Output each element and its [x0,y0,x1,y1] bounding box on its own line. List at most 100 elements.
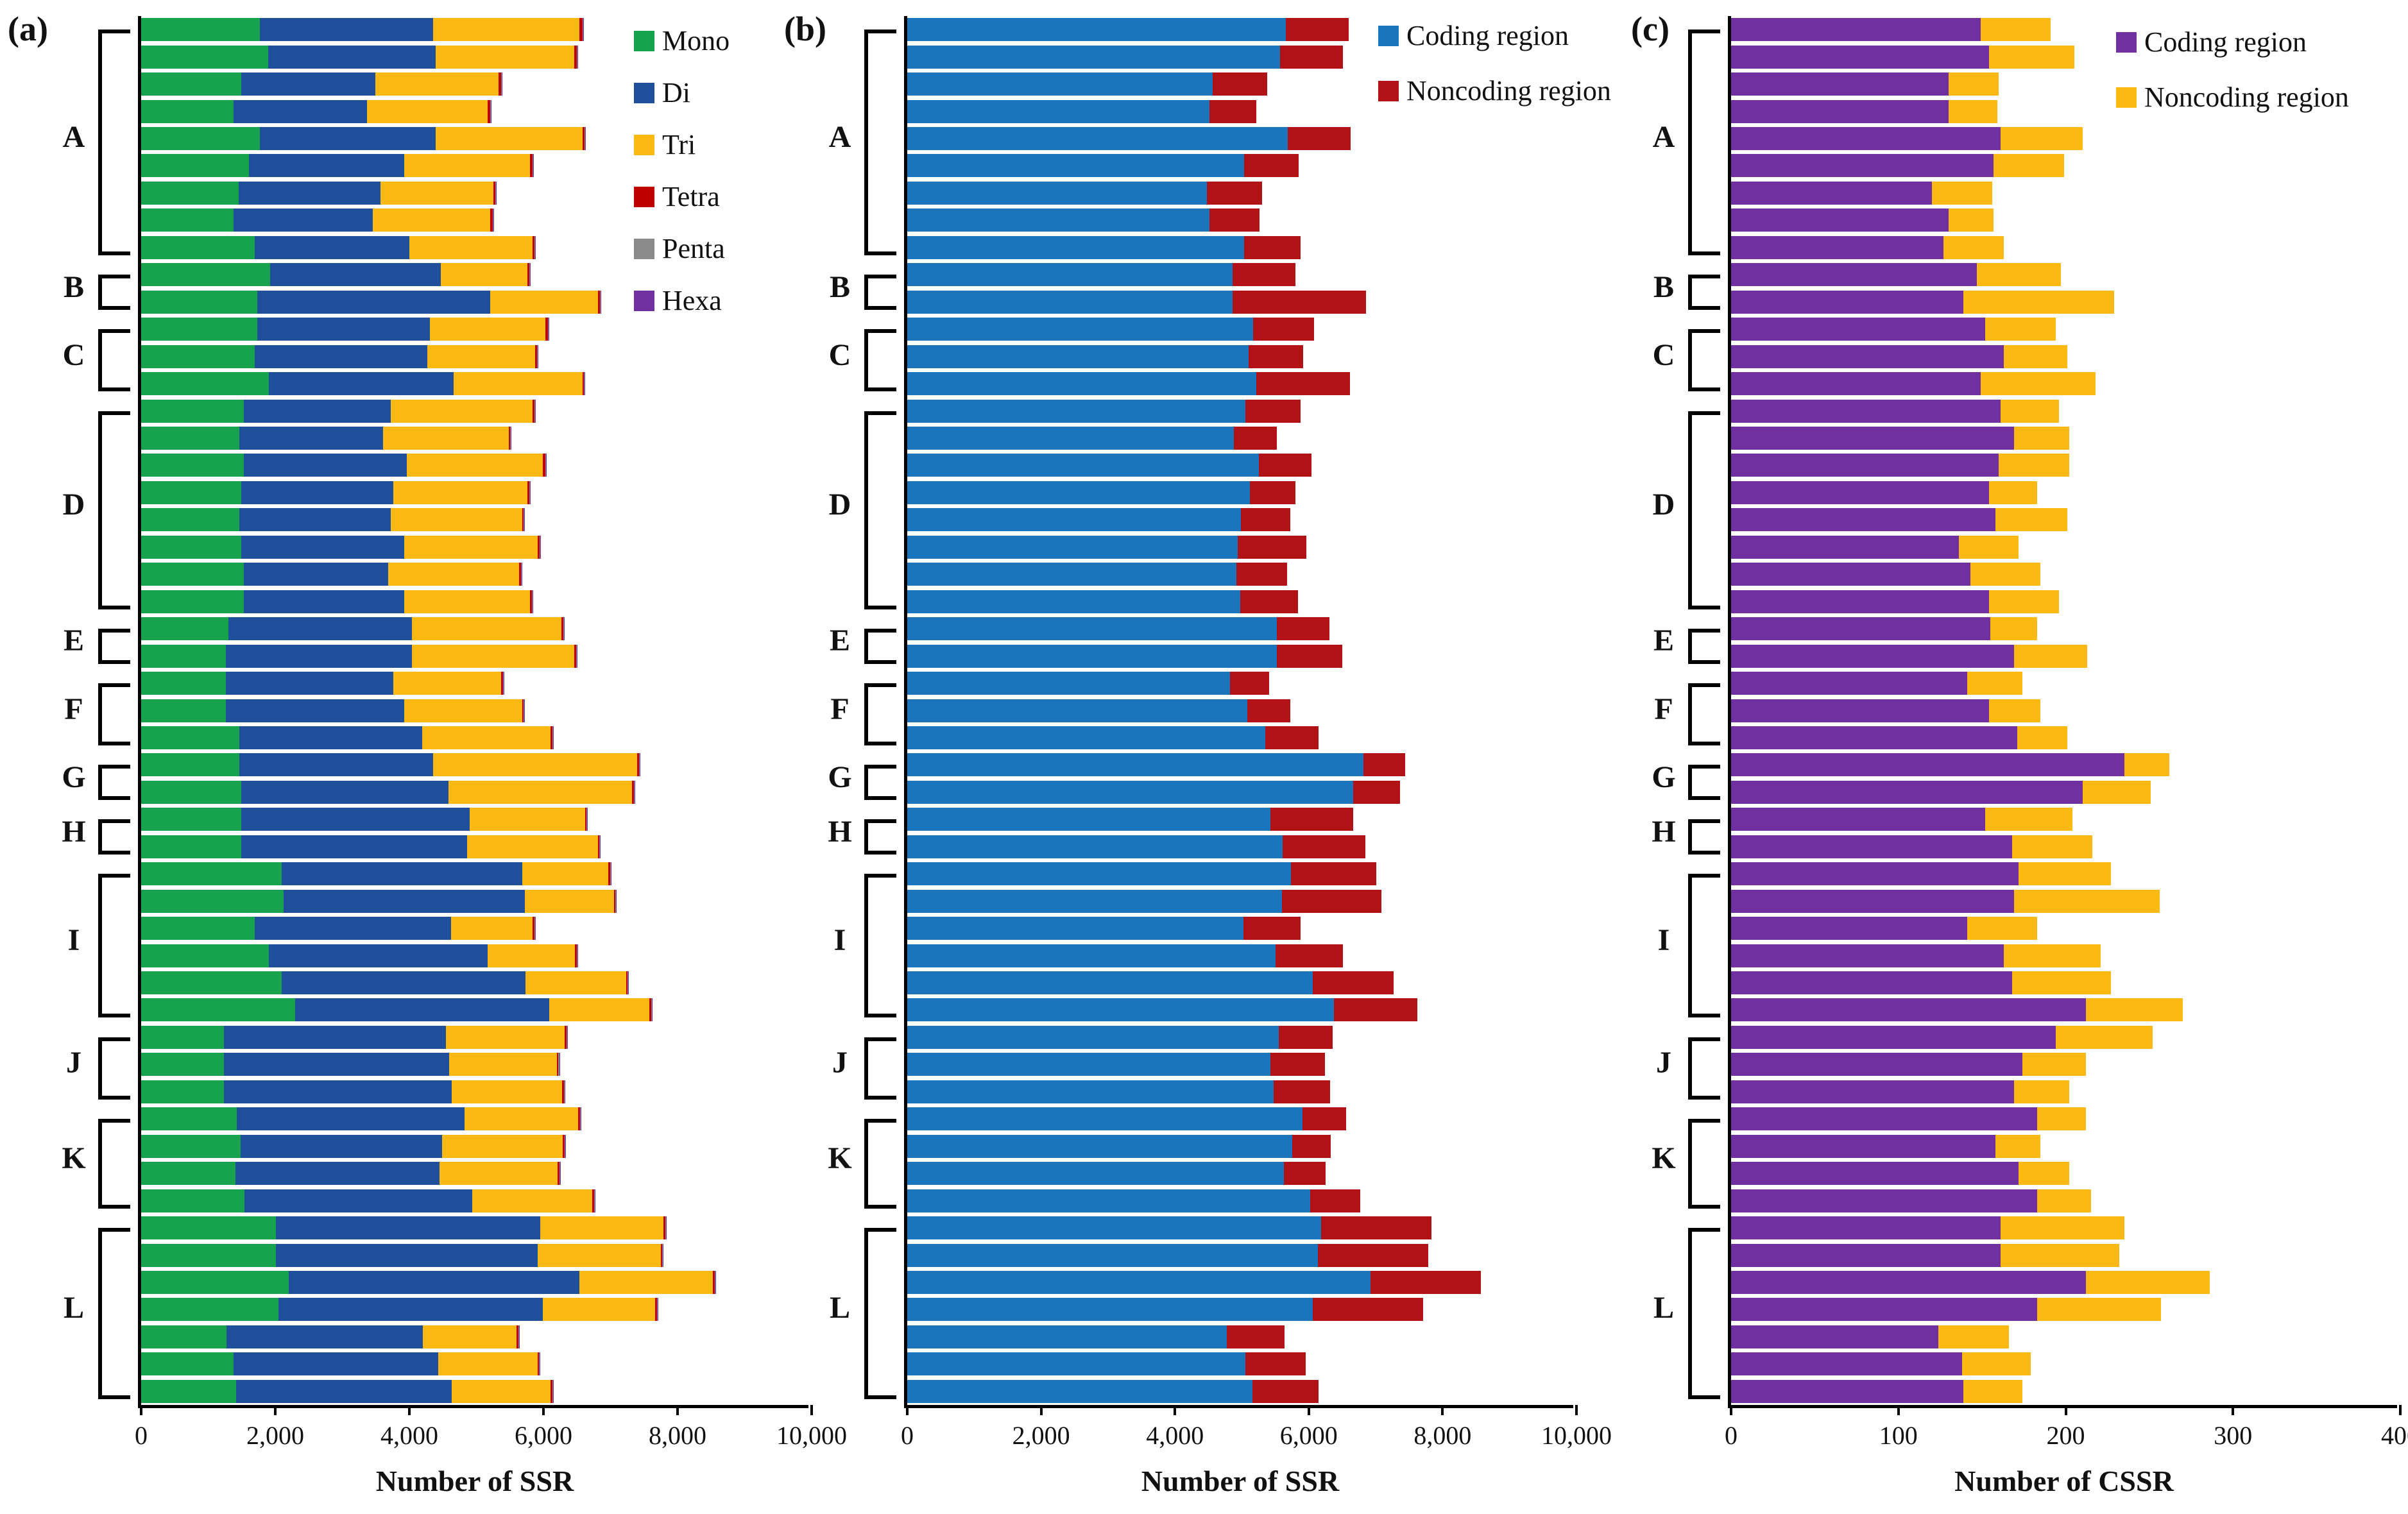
bar-segment-hexa [577,944,578,967]
bar-row [1731,481,2400,504]
bar-row [141,780,812,804]
bar-segment-noncoding-region [1258,454,1311,477]
bar-segment-coding-region [907,944,1276,967]
bar-segment-mono [141,127,260,151]
bar-segment-coding-region [907,1325,1227,1348]
bar-segment-coding-region [1731,808,1986,831]
group-label-D: D [62,488,85,522]
bar-segment-noncoding-region [2055,1025,2153,1049]
bar-segment-penta [529,263,530,287]
bar-segment-penta [651,998,652,1022]
bar-segment-tri [466,835,598,858]
bar-segment-noncoding-region [2000,127,2083,151]
bar-segment-tetra [574,644,576,668]
legend-item: Hexa [634,284,722,317]
bar-segment-noncoding-region [1967,672,2022,695]
group-bracket-E [864,629,896,664]
bar-segment-coding-region [1731,889,2014,913]
bar-row [907,917,1576,940]
group-label-H: H [828,814,852,849]
group-label-K: K [828,1141,852,1175]
bar-segment-mono [141,372,269,396]
bar-segment-noncoding-region [1310,1189,1361,1212]
bar-segment-penta [615,889,617,913]
bar-segment-di [288,1270,580,1294]
bar-row [141,154,812,178]
bar-segment-tri [375,72,499,96]
bar-segment-tetra [575,944,577,967]
bar-row [907,835,1576,858]
bar-segment-noncoding-region [2012,835,2093,858]
bar-segment-noncoding-region [2085,1270,2210,1294]
x-axis-tick-label: 0 [135,1421,148,1450]
bar-segment-coding-region [1731,454,1999,477]
bar-segment-tetra [613,889,616,913]
group-label-B: B [63,269,84,304]
bar-segment-hexa [524,508,525,532]
bar-segment-noncoding-region [2037,1189,2091,1212]
bar-segment-di [244,1189,473,1212]
bar-segment-coding-region [1731,672,1967,695]
bar-segment-tetra [592,1189,594,1212]
bar-segment-tetra [562,1080,564,1103]
bar-segment-tri [542,1298,656,1322]
bar-segment-mono [141,753,239,777]
bar-segment-mono [141,563,244,586]
bar-segment-mono [141,1379,237,1403]
bar-segment-noncoding-region [2037,1298,2162,1322]
bar-segment-di [239,753,433,777]
bar-segment-noncoding-region [1963,290,2115,314]
bar-segment-di [268,45,436,69]
legend-item: Noncoding region [2116,81,2349,114]
bar-segment-mono [141,263,270,287]
bar-row [141,1107,812,1131]
bar-row [907,45,1576,69]
bar-segment-coding-region [1731,944,2004,967]
legend-label: Noncoding region [2144,81,2349,113]
legend-swatch [2116,31,2137,53]
group-bracket-K [1688,1119,1720,1209]
bar-segment-tri [540,1216,664,1240]
bar-segment-penta [529,481,530,504]
group-label-H: H [1652,814,1676,849]
group-bracket-I [1688,874,1720,1018]
bar-segment-coding-region [907,154,1244,178]
bar-segment-noncoding-region [1233,426,1277,450]
bar-row [141,917,812,940]
panel-b-label: (b) [784,10,826,48]
bar-row [907,154,1576,178]
bar-segment-coding-region [1731,835,2013,858]
bar-row [141,372,812,396]
bar-segment-noncoding-region [1990,617,2038,641]
bar-segment-tri [409,235,533,259]
bar-row [907,889,1576,913]
bar-row [1731,99,2400,123]
bar-segment-tetra [545,318,548,341]
bar-segment-noncoding-region [1243,235,1301,259]
bar-segment-mono [141,508,239,532]
bar-segment-coding-region [1731,372,1981,396]
bar-row [141,971,812,994]
bar-segment-di [225,672,393,695]
bar-segment-noncoding-region [1320,1216,1431,1240]
bar-segment-hexa [665,1216,667,1240]
bar-segment-coding-region [1731,753,2124,777]
group-label-G: G [828,760,852,794]
bar-segment-penta [534,917,535,940]
bar-segment-noncoding-region [2082,780,2151,804]
bar-segment-noncoding-region [1275,944,1343,967]
bar-row [907,290,1576,314]
bar-segment-hexa [496,181,497,205]
bar-row [1731,835,2400,858]
bar-segment-di [254,917,451,940]
bar-segment-di [269,263,441,287]
bar-segment-hexa [565,1134,566,1158]
bar-segment-di [239,426,384,450]
bar-segment-coding-region [1731,508,1995,532]
bar-row [907,1189,1576,1212]
group-bracket-F [1688,683,1720,745]
bar-row [907,318,1576,341]
bar-segment-coding-region [1731,917,1967,940]
bar-segment-noncoding-region [1243,154,1299,178]
bar-row [1731,808,2400,831]
